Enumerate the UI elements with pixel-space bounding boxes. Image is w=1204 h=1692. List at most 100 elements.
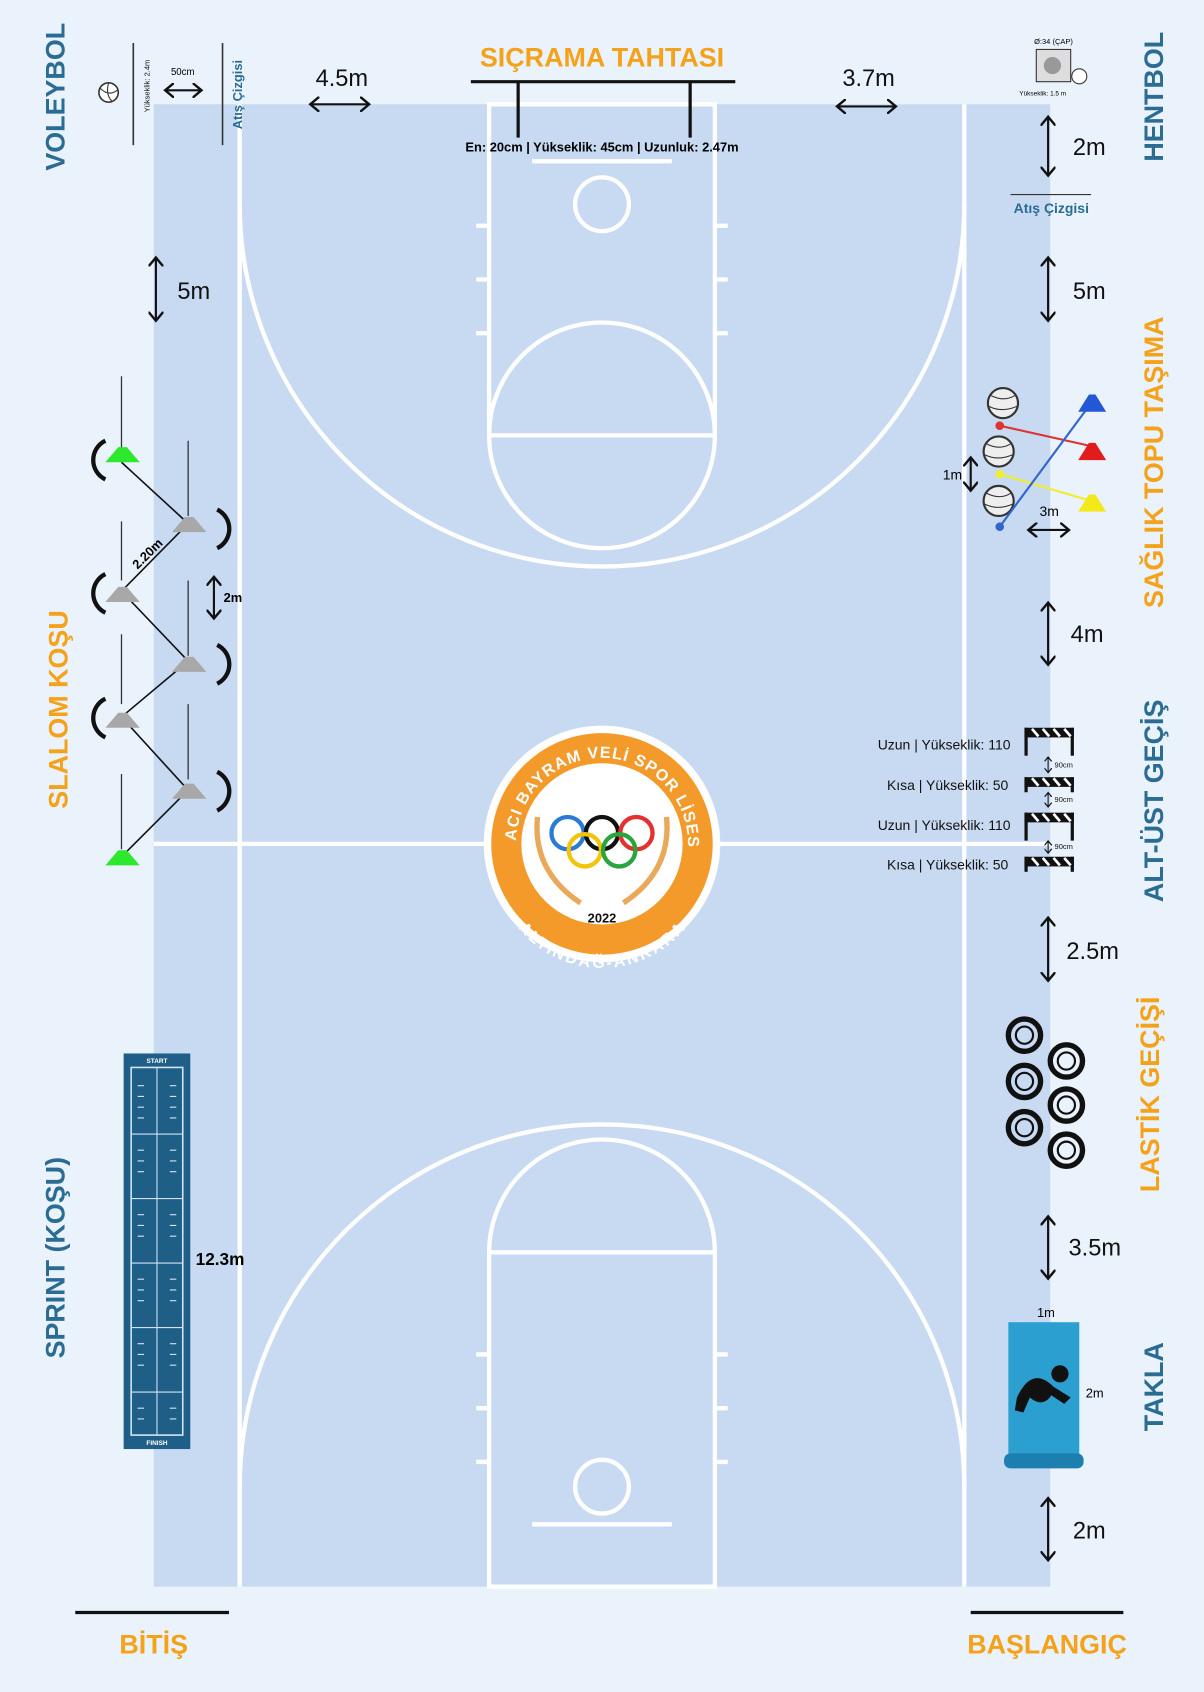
gap-label: 50cm [171, 67, 195, 78]
hurdle-station-g-rect [1024, 856, 1074, 867]
court-path [237, 204, 967, 569]
station-label: ALT-ÜST GEÇİŞ [1139, 700, 1169, 902]
logo-g-circle [600, 832, 638, 869]
distance-label: 5m [177, 279, 210, 305]
hurdle-station-g-rect [1070, 812, 1074, 841]
start-label: BAŞLANGIÇ [967, 1629, 1127, 1659]
tire-station-circle [1056, 1095, 1077, 1115]
hurdle-station-g-rect [1024, 812, 1074, 823]
length-label: 12.3m [196, 1249, 245, 1269]
start-text: START [146, 1058, 167, 1065]
station-label: HENTBOL [1139, 32, 1169, 162]
court-circle [572, 1457, 632, 1516]
goal-diameter: Ø:34 (ÇAP) [1034, 37, 1073, 46]
medicine-ball-station-line [998, 402, 1092, 528]
tire-station-circle [1047, 1131, 1086, 1170]
logo-g [549, 814, 655, 869]
court-path [486, 435, 718, 551]
tire-station-circle [1005, 1016, 1044, 1055]
throw-line-label: Atış Çizgisi [1014, 200, 1089, 216]
throw-line-label: Atış Çizgisi [230, 60, 245, 129]
slalom-station-path [105, 850, 140, 866]
hurdle-station-path [1030, 727, 1072, 867]
title: SIÇRAMA TAHTASI [480, 43, 724, 73]
hurdle-station-g-rect [1024, 777, 1074, 787]
tire-station-circle [1056, 1140, 1077, 1160]
slalom-station-path [120, 461, 189, 858]
court-path [237, 1122, 967, 1487]
gap-label: 2m [224, 590, 243, 605]
hurdle-station-g-rect [1070, 856, 1074, 872]
distance-label: 3.5m [1069, 1236, 1122, 1262]
mat-width: 1m [1037, 1305, 1055, 1320]
hurdle-station-g-rect [1070, 727, 1074, 756]
medicine-ball-station-circle [982, 484, 1015, 518]
hurdle-label: Kısa | Yükseklik: 50 [887, 777, 1009, 793]
court-circle [572, 175, 632, 234]
tire-station-circle [1047, 1086, 1086, 1124]
distance-label: 3.7m [842, 66, 895, 92]
distance-label: 4.5m [316, 66, 369, 92]
tire-station-circle [1047, 1042, 1086, 1080]
handball-station-circle [1043, 56, 1062, 75]
hurdle-station-g-rect [1024, 856, 1028, 872]
distance-markers: 4.5m 3.7m 2m 5m 5m 4m 2.5m 3.5m 2m [156, 66, 1121, 1559]
logo-circle [521, 763, 683, 925]
gap-label: 1m [943, 466, 962, 482]
medicine-ball-station: 1m 3m [943, 386, 1107, 531]
distance-label: 3m [1039, 503, 1058, 519]
volleyball-station: Yükseklik: 2.4m 50cm Atış Çizgisi [98, 42, 245, 146]
hurdle-station-g-rect [1024, 727, 1074, 738]
tire-station-circle [1014, 1025, 1035, 1045]
medicine-ball-station-path [1078, 442, 1107, 461]
tire-station [1005, 1016, 1086, 1170]
slalom-station-path [120, 376, 189, 850]
medicine-ball-station-circle [986, 386, 1020, 420]
slalom-station-path [91, 438, 232, 813]
distance-label: 4m [1071, 622, 1104, 648]
slalom-station-path [105, 447, 140, 463]
tire-station-circle [1014, 1071, 1035, 1092]
court-path [476, 223, 728, 1465]
medicine-ball-station-line [999, 424, 1092, 448]
station-labels: VOLEYBOL HENTBOL SLALOM KOŞU SAĞLIK TOPU… [41, 23, 1170, 1659]
court-path [486, 320, 718, 436]
station-label: SAĞLIK TOPU TAŞIMA [1138, 316, 1169, 607]
board-spec: En: 20cm | Yükseklik: 45cm | Uzunluk: 2.… [465, 140, 738, 155]
tumbling-mat-rect [1004, 1453, 1084, 1469]
station-label: SPRINT (KOŞU) [41, 1157, 71, 1358]
hurdle-station-g-rect [1024, 777, 1028, 793]
station-label: LASTİK GEÇİŞİ [1135, 997, 1165, 1192]
court-path [486, 1137, 718, 1253]
handball-station-circle [1071, 68, 1088, 85]
distance-label: 2m [1073, 135, 1106, 161]
tire-station-circle [1056, 1051, 1077, 1071]
goal-height: Yükseklik: 1.5 m [1019, 91, 1066, 98]
station-label: VOLEYBOL [41, 23, 71, 171]
tire-station-circle [1005, 1062, 1044, 1101]
hurdle-label: Kısa | Yükseklik: 50 [887, 857, 1009, 873]
tumbling-mat: 1m 2m [1004, 1305, 1104, 1469]
station-label: SLALOM KOŞU [44, 610, 74, 808]
hurdle-station-g-rect [1070, 777, 1074, 793]
finish-text: FINISH [146, 1440, 167, 1447]
net-height: Yükseklik: 2.4m [142, 60, 151, 113]
logo-year: 2022 [588, 910, 617, 925]
distance-label: 2m [1073, 1518, 1106, 1544]
tumbling-mat-path [1014, 1378, 1071, 1413]
hurdle-label: Uzun | Yükseklik: 110 [878, 817, 1011, 833]
medicine-ball-station-line [999, 473, 1092, 502]
distance-label: 2.5m [1066, 939, 1119, 965]
medicine-ball-station-path [984, 395, 1018, 508]
hurdle-station-g-rect [1024, 727, 1028, 756]
court-rect [486, 102, 718, 438]
gap-label: 90cm [1055, 795, 1073, 804]
finish-label: BİTİŞ [119, 1629, 188, 1659]
hurdle-label: Uzun | Yükseklik: 110 [878, 736, 1011, 752]
medicine-ball-station-path [1078, 494, 1107, 512]
volleyball-station-path [99, 82, 118, 102]
court-rect [486, 1250, 718, 1589]
hurdle-station-g-rect [1024, 812, 1028, 841]
hurdle-station: Uzun | Yükseklik: 110 Kısa | Yükseklik: … [878, 727, 1074, 873]
